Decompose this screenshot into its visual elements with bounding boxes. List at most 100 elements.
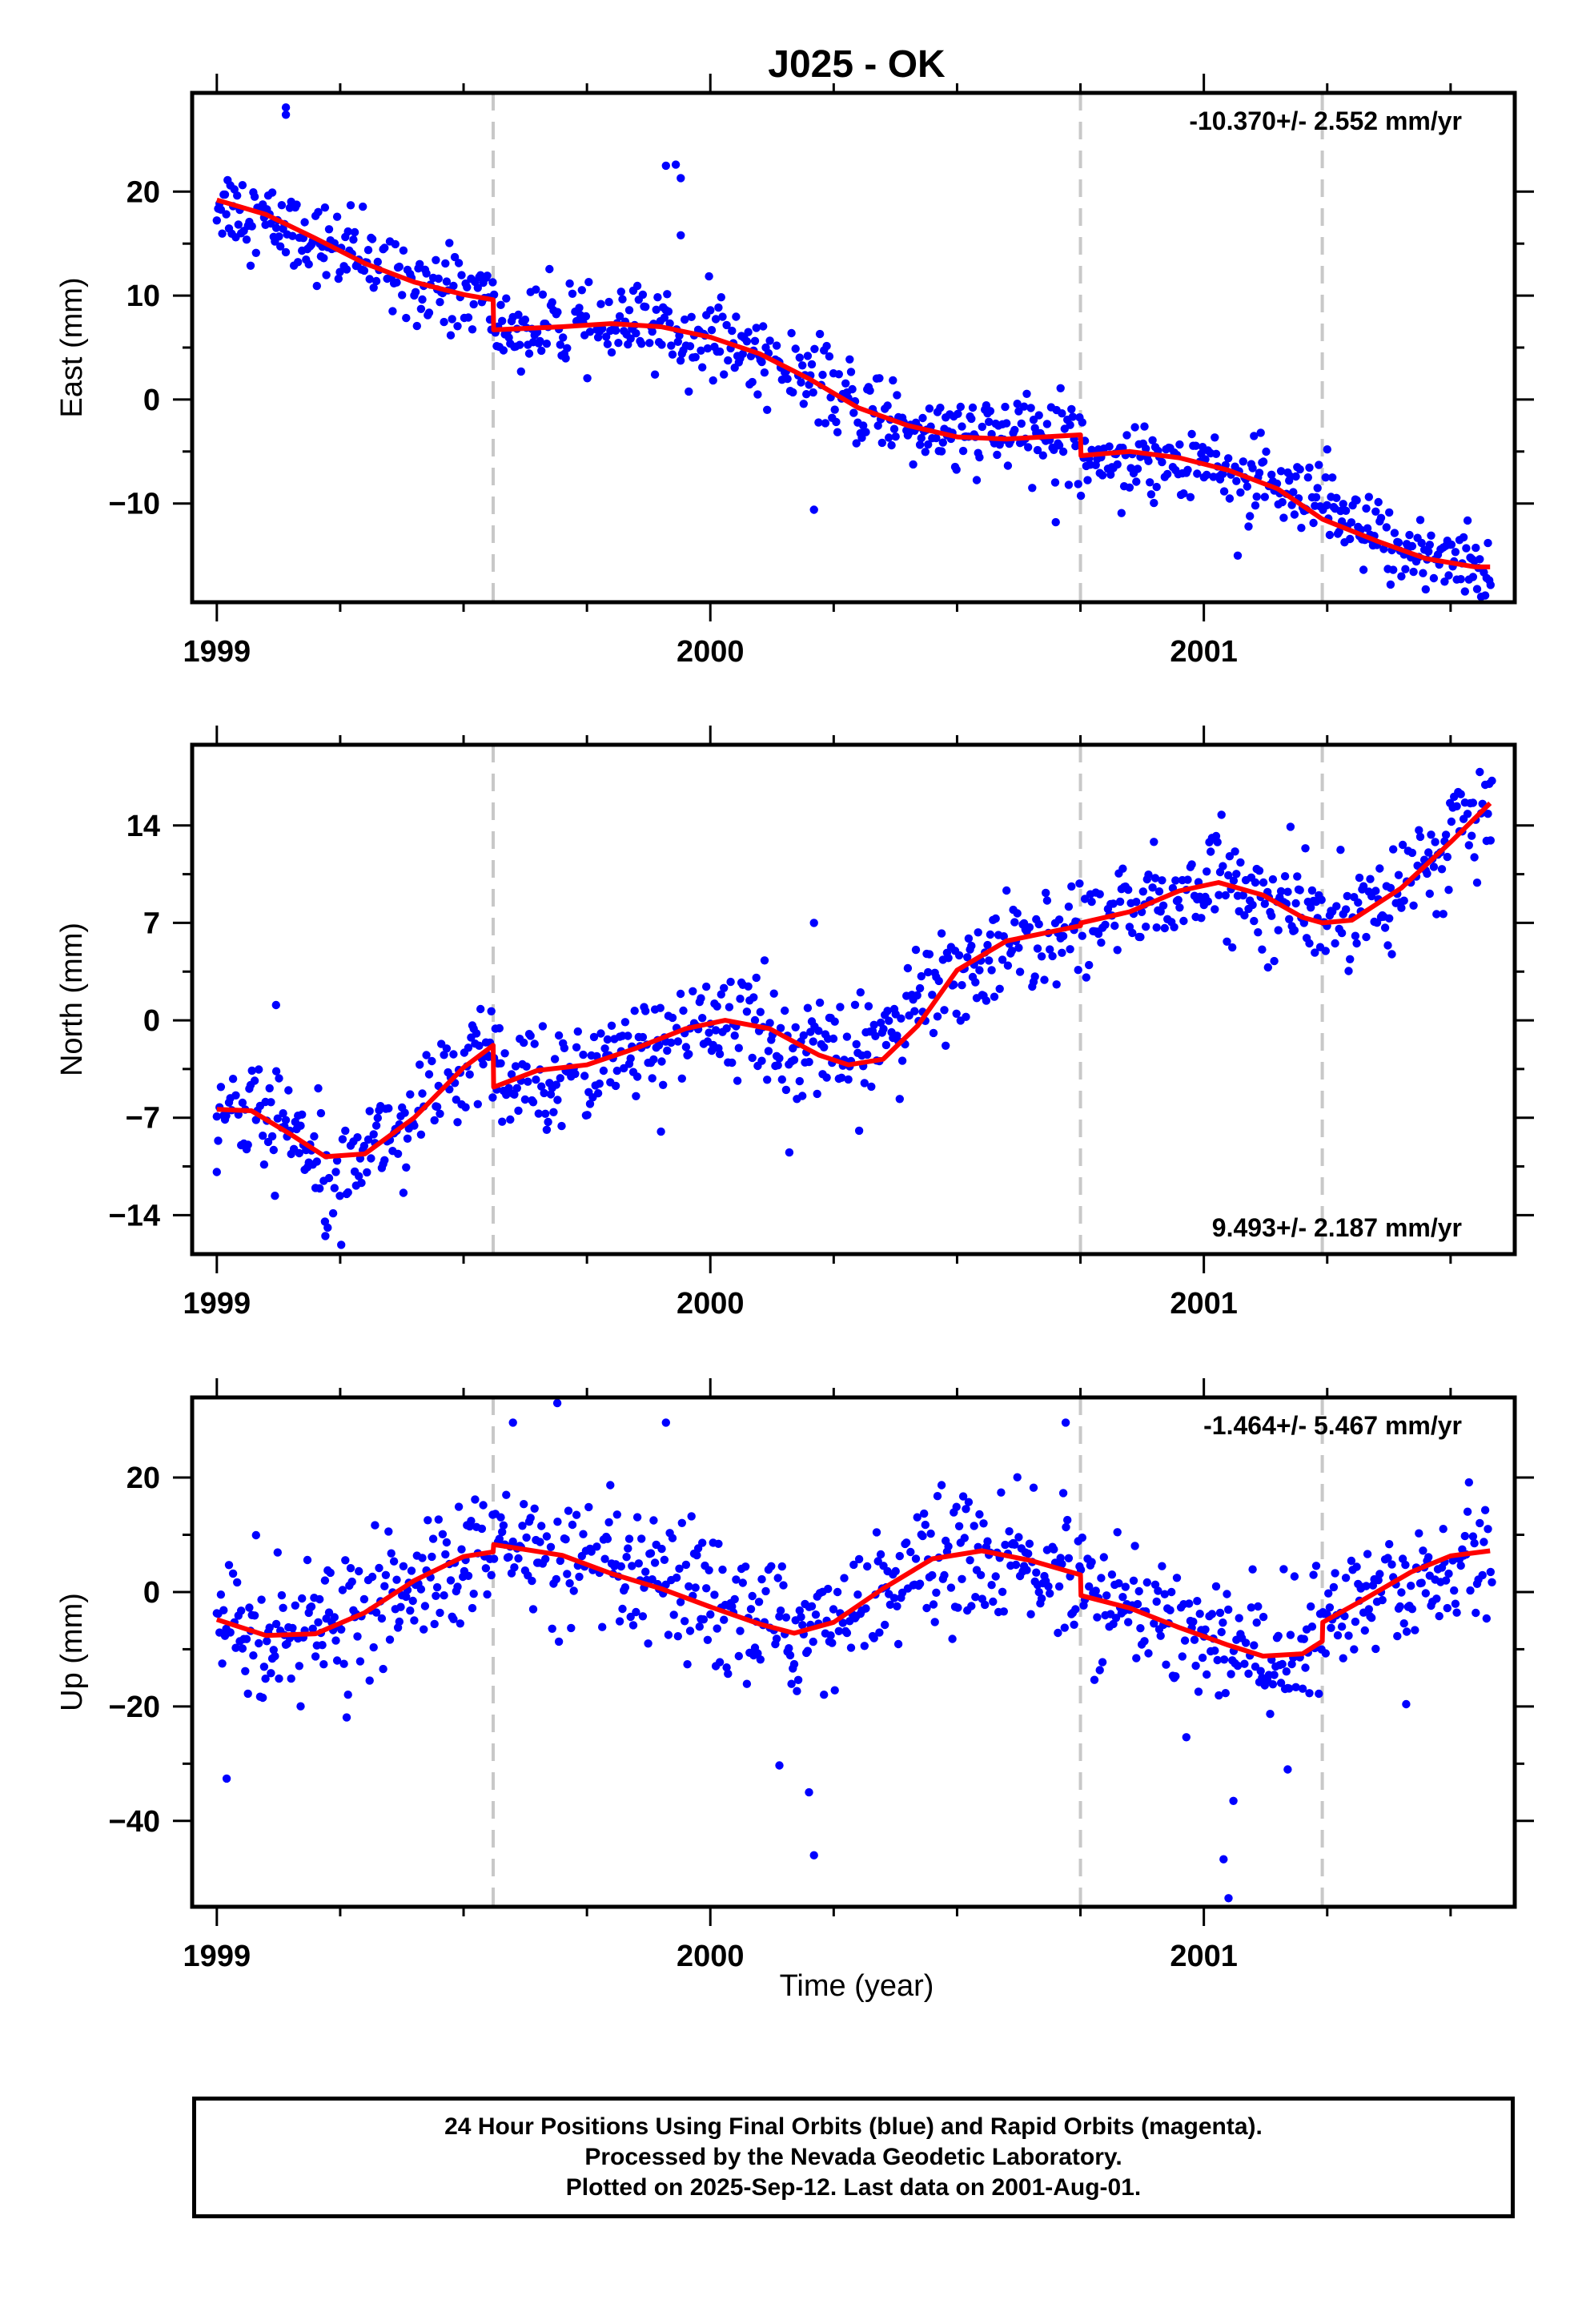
data-point-north-473	[942, 1041, 950, 1051]
data-point-up-418	[840, 1574, 849, 1582]
data-point-up-769	[1362, 1582, 1371, 1590]
data-point-east-610	[1140, 422, 1149, 431]
data-point-up-567	[1062, 1522, 1070, 1532]
data-point-north-805	[1464, 841, 1474, 850]
data-point-up-290	[650, 1558, 660, 1567]
data-point-up-388	[793, 1675, 803, 1684]
data-point-up-851	[1488, 1578, 1496, 1587]
data-point-north-295	[667, 1038, 676, 1047]
data-point-east-246	[577, 286, 586, 295]
data-point-up-598	[1107, 1570, 1117, 1579]
data-point-north-457	[915, 983, 925, 993]
data-point-north-695	[1291, 899, 1300, 908]
data-point-up-233	[563, 1570, 572, 1578]
data-point-east-662	[1224, 454, 1233, 463]
data-point-north-312	[697, 994, 705, 1003]
data-point-north-270	[630, 1007, 639, 1015]
data-point-north-39	[275, 1074, 283, 1083]
outlier-point-up-10	[1229, 1796, 1238, 1805]
data-point-north-388	[813, 1089, 821, 1099]
data-point-up-31	[259, 1693, 267, 1703]
data-point-up-823	[1441, 1576, 1451, 1585]
data-point-north-444	[895, 1095, 905, 1104]
data-point-north-204	[530, 1039, 539, 1048]
data-point-up-751	[1333, 1630, 1343, 1640]
data-point-north-772	[1415, 826, 1423, 834]
data-point-east-27	[250, 192, 259, 201]
data-point-north-190	[511, 1062, 520, 1071]
data-point-east-332	[711, 315, 721, 324]
y-tick-label-east--10: −10	[109, 488, 160, 521]
data-point-north-367	[781, 1085, 791, 1095]
data-point-east-783	[1407, 541, 1417, 551]
data-point-up-269	[620, 1583, 630, 1592]
data-point-east-219	[536, 336, 544, 346]
data-point-up-26	[250, 1611, 259, 1620]
data-point-east-190	[496, 300, 505, 309]
data-point-east-670	[1239, 457, 1248, 466]
data-point-north-571	[1097, 938, 1106, 947]
data-point-east-751	[1359, 565, 1368, 574]
data-point-north-818	[1484, 810, 1492, 818]
data-point-up-277	[632, 1513, 642, 1522]
data-point-up-647	[1182, 1733, 1191, 1742]
data-point-up-621	[1140, 1637, 1149, 1646]
data-point-north-649	[1223, 937, 1231, 947]
data-point-up-107	[369, 1642, 378, 1652]
data-point-north-199	[524, 1077, 532, 1086]
data-point-up-303	[669, 1610, 678, 1619]
data-point-east-235	[559, 333, 568, 342]
data-point-north-639	[1207, 847, 1215, 856]
data-point-north-52	[295, 1148, 303, 1158]
data-point-up-548	[1034, 1587, 1043, 1597]
data-point-up-175	[469, 1590, 478, 1598]
data-point-up-122	[392, 1575, 401, 1584]
data-point-north-183	[500, 1049, 509, 1058]
data-point-up-672	[1219, 1618, 1227, 1627]
data-point-up-601	[1111, 1614, 1121, 1622]
data-point-east-625	[1163, 469, 1172, 479]
data-point-east-358	[750, 336, 760, 345]
data-point-north-495	[974, 928, 982, 937]
data-point-east-252	[585, 328, 595, 336]
data-point-north-332	[726, 977, 735, 987]
data-point-north-620	[1175, 903, 1184, 912]
data-point-up-140	[420, 1625, 428, 1634]
data-point-up-104	[365, 1676, 374, 1685]
data-point-up-317	[691, 1583, 700, 1592]
data-point-up-281	[638, 1612, 648, 1621]
data-point-north-173	[487, 1007, 496, 1016]
data-point-east-24	[246, 261, 255, 270]
data-point-up-165	[456, 1619, 464, 1628]
data-point-east-402	[822, 341, 831, 351]
data-point-up-674	[1221, 1689, 1231, 1698]
data-point-up-350	[738, 1578, 747, 1587]
data-point-up-151	[434, 1515, 443, 1524]
data-point-up-443	[881, 1620, 889, 1630]
data-point-east-677	[1248, 464, 1257, 472]
data-point-up-62	[303, 1555, 312, 1565]
data-point-east-136	[416, 259, 424, 268]
x-tick-label-up-2001: 2001	[1170, 1940, 1238, 1973]
data-point-east-93	[343, 227, 352, 236]
data-point-north-582	[1115, 897, 1125, 907]
data-point-up-646	[1180, 1636, 1190, 1645]
data-point-east-533	[1026, 404, 1035, 412]
data-point-north-493	[971, 978, 980, 987]
data-point-north-259	[612, 1066, 621, 1076]
data-point-north-562	[1085, 960, 1094, 970]
data-point-east-790	[1419, 569, 1427, 577]
data-point-up-149	[432, 1591, 440, 1601]
data-point-up-836	[1463, 1507, 1472, 1516]
data-point-up-675	[1223, 1590, 1231, 1598]
data-point-north-38	[273, 1114, 282, 1123]
data-point-up-733	[1307, 1622, 1317, 1631]
data-point-east-403	[825, 352, 834, 361]
data-point-north-453	[910, 1007, 919, 1015]
data-point-north-356	[765, 1019, 774, 1027]
outlier-point-north-8	[271, 1000, 280, 1010]
data-point-east-113	[373, 257, 382, 267]
data-point-up-379	[781, 1613, 791, 1622]
data-point-east-808	[1447, 540, 1456, 549]
data-point-east-16	[234, 220, 243, 229]
